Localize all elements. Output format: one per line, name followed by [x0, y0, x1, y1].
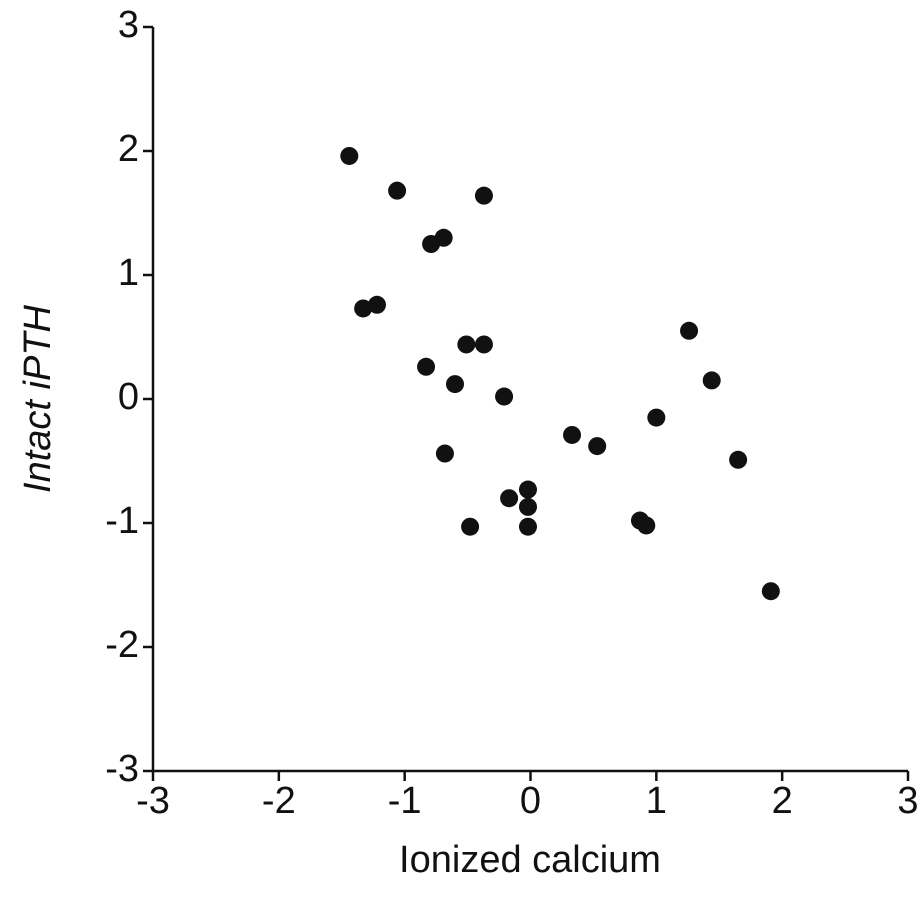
point [518, 497, 537, 516]
x-tick-label: 1 [646, 780, 667, 822]
x-tick-label: -1 [388, 780, 422, 822]
x-axis-label: Ionized calcium [399, 839, 661, 881]
point [474, 186, 493, 205]
point [474, 335, 493, 354]
point [495, 387, 514, 406]
point [761, 582, 780, 601]
y-tick-label: -1 [105, 500, 139, 542]
point [461, 517, 480, 536]
y-tick-label: -2 [105, 624, 139, 666]
x-tick-label: 0 [520, 780, 541, 822]
y-axis-label: Intact iPTH [17, 304, 59, 492]
y-tick-label: -3 [105, 748, 139, 790]
point [729, 450, 748, 469]
point [518, 517, 537, 536]
point [457, 335, 476, 354]
point [680, 321, 699, 340]
point [340, 146, 359, 165]
point [388, 181, 407, 200]
point [354, 299, 373, 318]
x-tick-label: 2 [772, 780, 793, 822]
y-tick-label: 2 [118, 128, 139, 170]
point [422, 235, 441, 253]
point [647, 408, 666, 427]
x-tick-label: -2 [262, 780, 296, 822]
point [446, 375, 464, 394]
y-tick-label: 0 [118, 376, 139, 418]
point [637, 516, 656, 535]
point [367, 295, 386, 314]
point [435, 444, 454, 463]
point [588, 437, 607, 456]
point [417, 357, 436, 376]
point [518, 480, 537, 499]
x-tick-label: 3 [897, 780, 918, 822]
y-tick-label: 3 [118, 4, 139, 46]
y-tick-label: 1 [118, 252, 139, 294]
x-tick-label: -3 [136, 780, 170, 822]
point [500, 489, 519, 508]
point [702, 371, 721, 390]
point [563, 425, 582, 444]
